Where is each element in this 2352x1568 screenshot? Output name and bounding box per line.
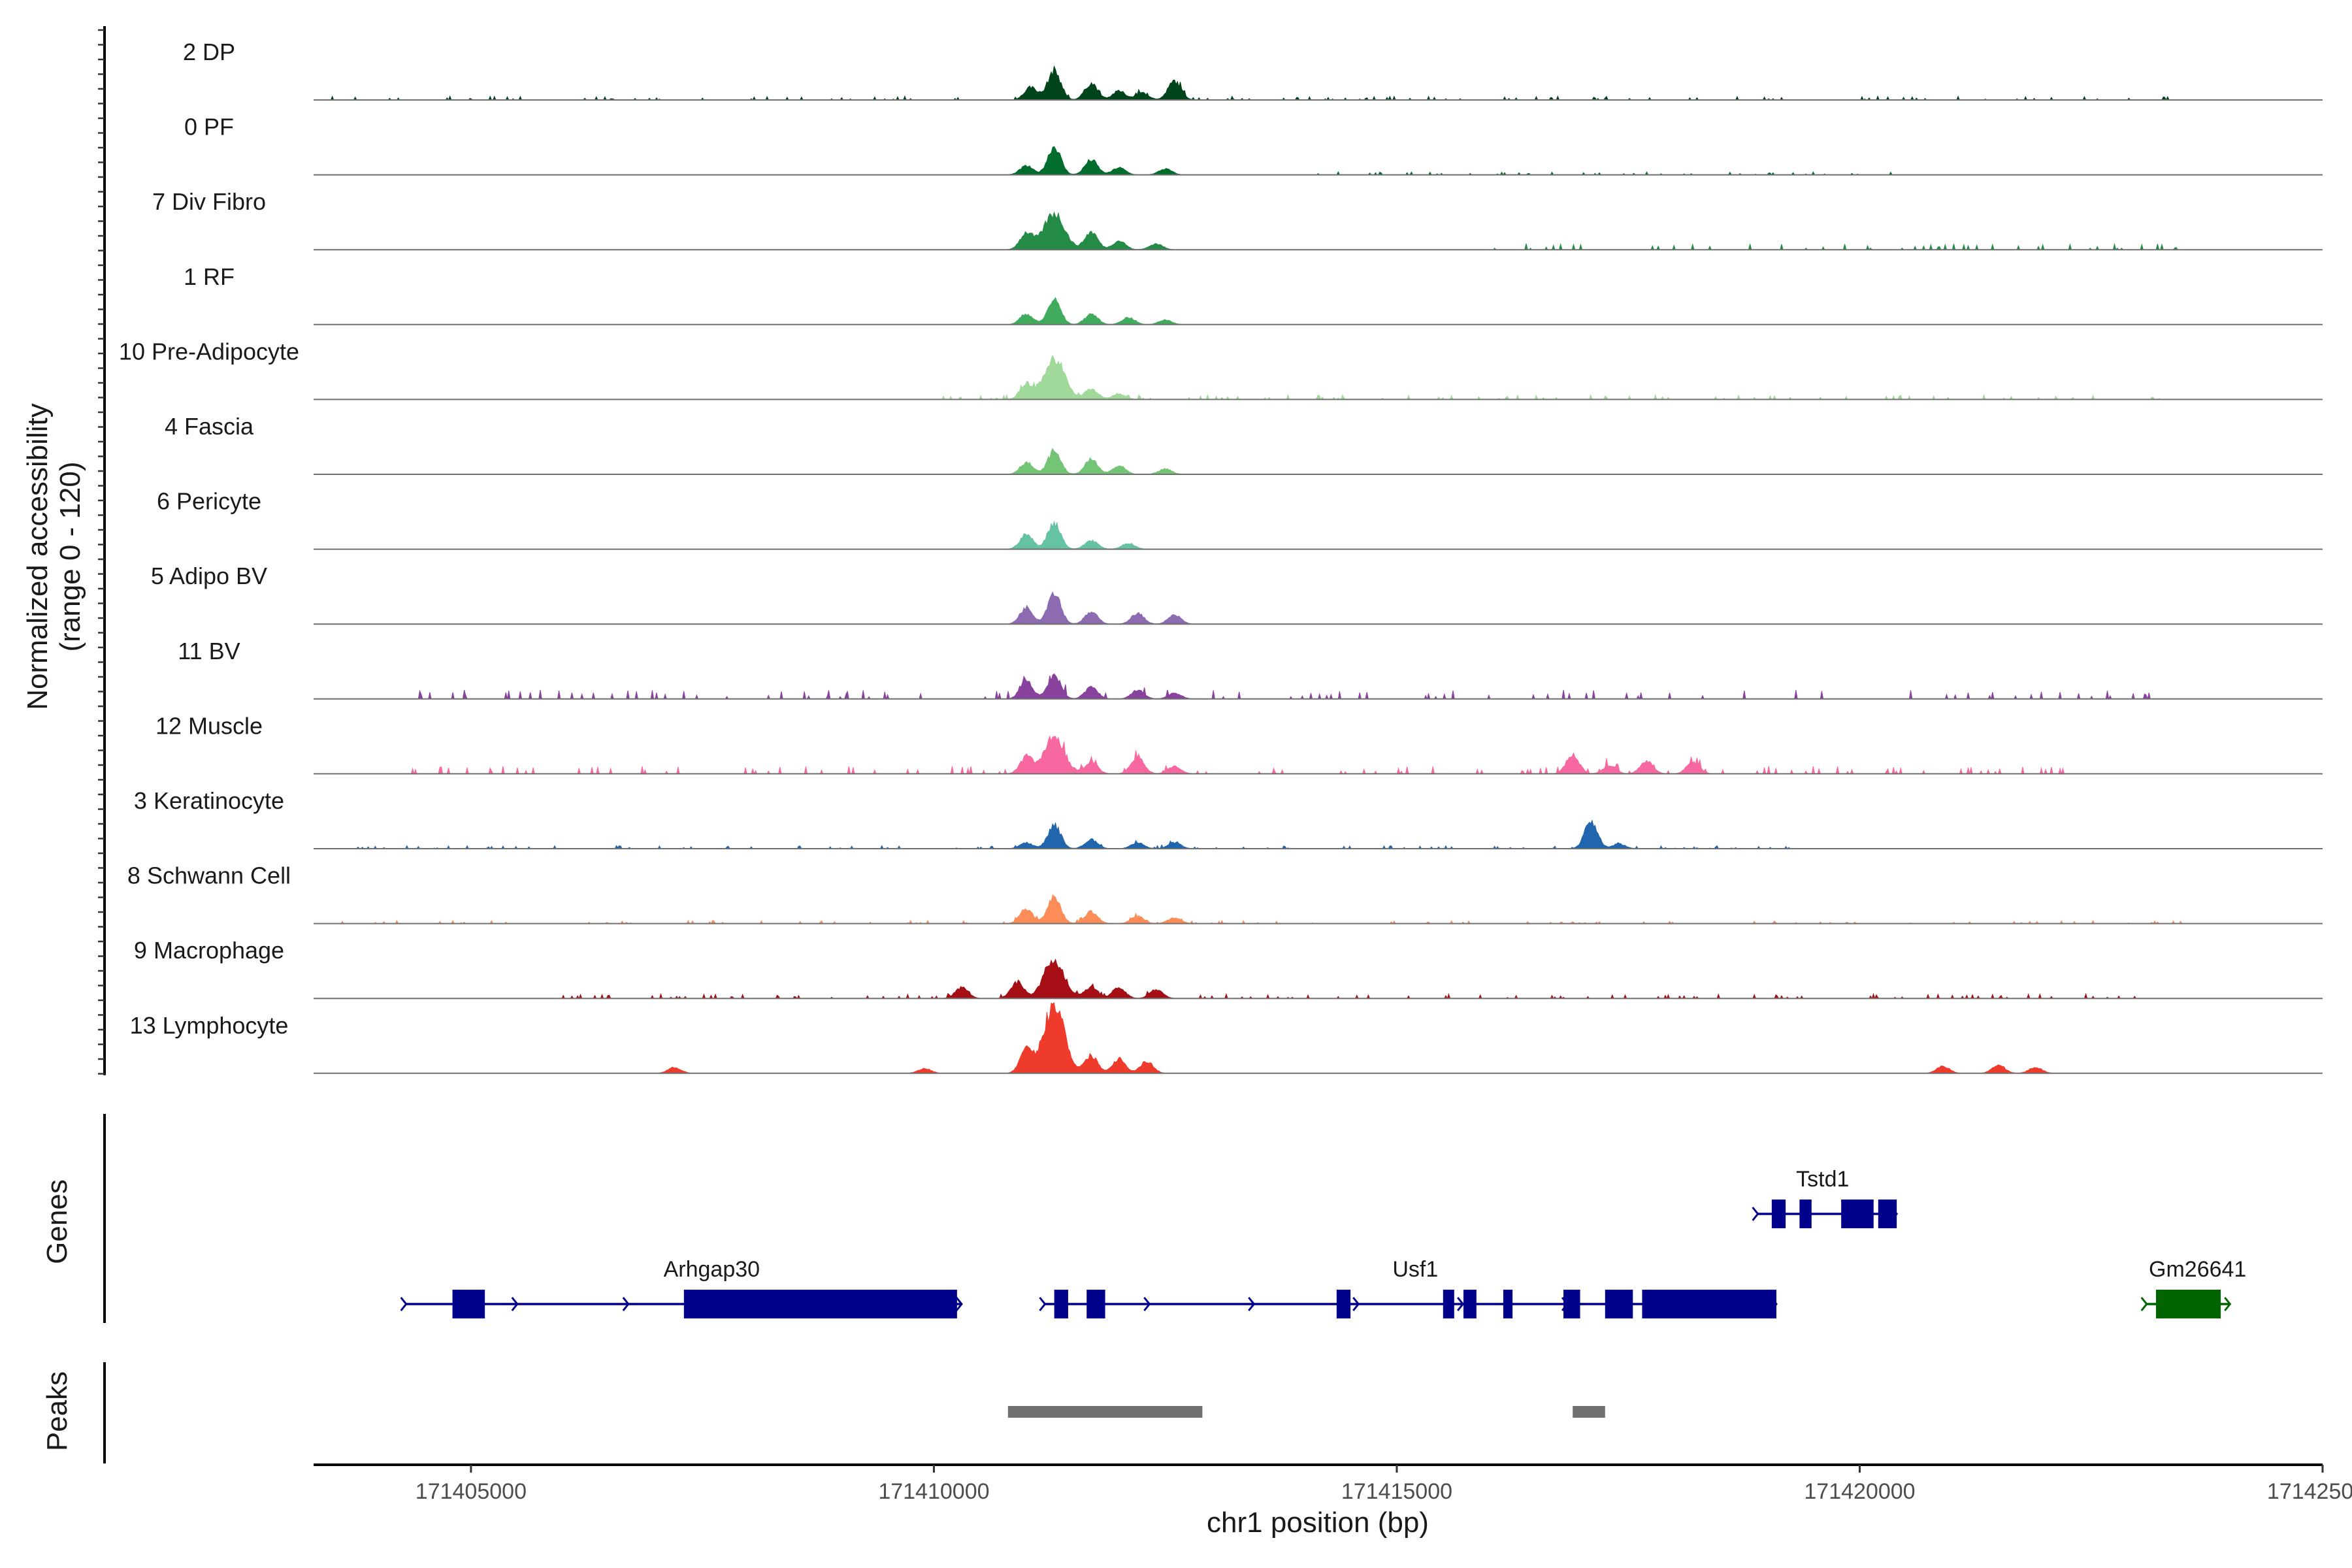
genes-panel-title: Genes [41,1179,73,1264]
x-tick-label: 171405000 [416,1479,527,1504]
coverage-tracks: 2 DP 0 PF 7 Div Fibro 1 RF 10 Pre-Adipocyte 4… [119,39,2323,1074]
track-1-rf: 1 RF [184,263,2323,325]
coverage-area [314,894,2323,924]
gene-usf1: Usf1 [1039,1257,1778,1318]
track-label: 8 Schwann Cell [127,862,291,889]
strand-arrow [1039,1297,1047,1311]
gene-arhgap30: Arhgap30 [400,1257,963,1318]
track-label: 12 Muscle [155,712,263,739]
y-axis [98,26,106,1075]
track-8-schwann-cell: 8 Schwann Cell [127,862,2323,924]
peaks-panel-title: Peaks [41,1371,73,1451]
strand-arrow [1752,1207,1759,1221]
coverage-area [314,819,2323,849]
coverage-area [314,735,2323,776]
x-tick-label: 171425000 [2267,1479,2352,1504]
gene-gm26641: Gm26641 [2140,1257,2246,1318]
coverage-area [314,520,2323,550]
track-7-div-fibro: 7 Div Fibro [152,188,2323,251]
gene-tstd1: Tstd1 [1752,1167,1899,1228]
track-label: 1 RF [184,263,235,290]
y-axis-title-line1: Normalized accessibility [22,403,54,710]
strand-arrow [1456,1297,1465,1311]
gene-exon [452,1290,485,1318]
gene-label: Arhgap30 [664,1257,760,1282]
track-5-adipo-bv: 5 Adipo BV [151,563,2323,625]
strand-arrow [400,1297,408,1311]
gene-exon [1086,1290,1105,1318]
track-10-pre-adipocyte: 10 Pre-Adipocyte [119,338,2323,400]
track-0-pf: 0 PF [184,114,2323,176]
coverage-area [314,65,2323,101]
gene-exon [1841,1200,1874,1228]
track-label: 10 Pre-Adipocyte [119,338,299,365]
y-axis-title-line2: (range 0 - 120) [54,461,86,651]
track-label: 6 Pericyte [157,488,261,515]
track-12-muscle: 12 Muscle [155,712,2323,776]
track-label: 11 BV [178,638,240,664]
x-tick-label: 171420000 [1804,1479,1915,1504]
track-label: 2 DP [183,39,235,65]
x-axis-title: chr1 position (bp) [1207,1507,1429,1539]
track-label: 0 PF [184,114,234,140]
track-label: 5 Adipo BV [151,563,267,589]
strand-arrow [2140,1297,2148,1311]
coverage-area [314,297,2323,325]
gene-exon [1503,1290,1513,1318]
strand-arrow [1143,1297,1151,1311]
strand-arrow [511,1297,519,1311]
gene-exon [2155,1290,2221,1318]
gene-annotation-panel: Arhgap30 Usf1 Tstd1 Gm26641 [103,1114,2246,1323]
coverage-area [314,211,2323,251]
track-4-fascia: 4 Fascia [165,413,2323,475]
gene-exon [1605,1290,1633,1318]
coverage-area [314,673,2323,700]
strand-arrow [955,1297,963,1311]
peak-region [1007,1406,1203,1418]
track-label: 13 Lymphocyte [130,1012,289,1039]
coverage-area [314,448,2323,475]
gene-exon [1443,1290,1454,1318]
track-6-pericyte: 6 Pericyte [157,488,2323,550]
strand-arrow [1352,1297,1360,1311]
peak-region [1573,1406,1605,1418]
gene-exon [1771,1200,1786,1228]
x-axis: 171405000 171410000 171415000 171420000 1714… [314,1463,2352,1504]
coverage-area [314,146,2323,176]
track-label: 4 Fascia [165,413,254,440]
gene-label: Gm26641 [2149,1257,2246,1282]
strand-arrow [2224,1297,2232,1311]
coverage-area [314,1002,2323,1074]
gene-exon [1642,1290,1776,1318]
coverage-area [314,591,2323,625]
gene-exon [1336,1290,1351,1318]
x-tick-label: 171410000 [878,1479,989,1504]
gene-exon [1563,1290,1580,1318]
peaks-panel [103,1362,1605,1463]
strand-arrow [622,1297,630,1311]
strand-arrow [1248,1297,1256,1311]
gene-exon [1799,1200,1812,1228]
track-2-dp: 2 DP [183,39,2323,101]
gene-exon [1054,1290,1068,1318]
track-13-lymphocyte: 13 Lymphocyte [130,1002,2323,1074]
track-3-keratinocyte: 3 Keratinocyte [134,787,2323,849]
gene-label: Usf1 [1392,1257,1438,1282]
track-label: 7 Div Fibro [152,188,266,215]
gene-label: Tstd1 [1796,1167,1849,1192]
gene-exon [683,1290,957,1318]
track-9-macrophage: 9 Macrophage [134,937,2323,1000]
gene-exon [1878,1200,1897,1228]
coverage-area [314,958,2323,1000]
track-label: 9 Macrophage [134,937,284,964]
x-tick-label: 171415000 [1341,1479,1452,1504]
coverage-area [314,354,2323,400]
gene-exon [1463,1290,1477,1318]
track-11-bv: 11 BV [178,638,2323,700]
track-label: 3 Keratinocyte [134,787,284,814]
